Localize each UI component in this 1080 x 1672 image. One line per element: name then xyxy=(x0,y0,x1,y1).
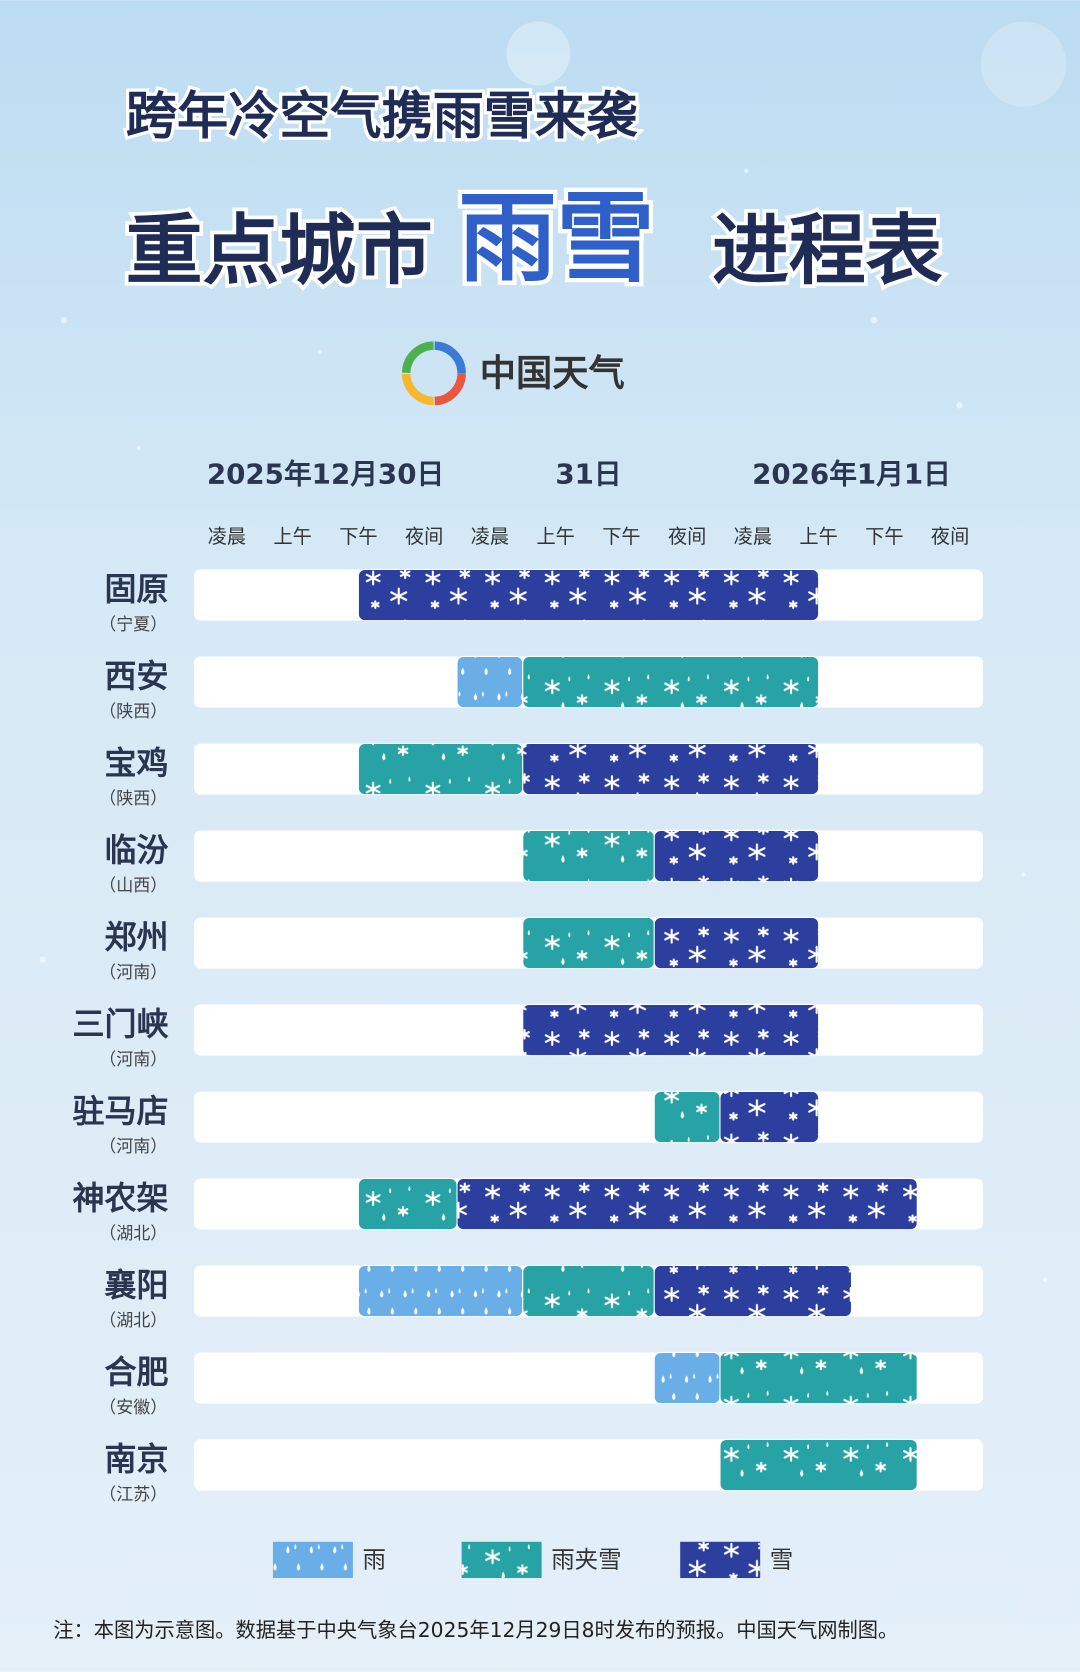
segment xyxy=(653,1264,853,1318)
segment xyxy=(357,1264,524,1318)
legend-label: 雪 xyxy=(770,1545,793,1573)
period-label: 上午 xyxy=(536,525,574,548)
segment xyxy=(522,1264,655,1318)
segment xyxy=(653,829,820,883)
segment xyxy=(522,829,655,883)
period-label: 下午 xyxy=(865,525,903,548)
city-label: 宝鸡 xyxy=(104,744,168,782)
province-label: （陕西） xyxy=(99,789,167,809)
period-label: 上午 xyxy=(273,525,311,548)
segment xyxy=(719,1090,820,1144)
logo xyxy=(401,341,466,406)
legend-texture xyxy=(680,1541,761,1579)
segment-texture xyxy=(654,1091,721,1143)
province-label: （河南） xyxy=(99,963,167,983)
segment xyxy=(522,1003,820,1057)
city-label: 西安 xyxy=(104,657,168,695)
period-label: 凌晨 xyxy=(734,525,772,548)
city-label: 合肥 xyxy=(104,1353,168,1391)
date-label: 2026年1月1日 xyxy=(752,458,951,491)
segment-texture xyxy=(522,1265,655,1317)
segment-texture xyxy=(358,1265,523,1317)
city-label: 临汾 xyxy=(104,831,168,869)
segment xyxy=(357,1177,458,1231)
period-label: 下午 xyxy=(602,525,640,548)
city-label: 襄阳 xyxy=(104,1266,168,1304)
segment xyxy=(522,916,655,970)
province-label: （湖北） xyxy=(99,1224,167,1244)
legend-texture xyxy=(272,1541,353,1579)
segment xyxy=(357,568,820,622)
segment-texture xyxy=(522,743,819,795)
segment xyxy=(719,1351,918,1405)
legend-label: 雨 xyxy=(362,1545,385,1573)
province-label: （安徽） xyxy=(99,1398,167,1418)
legend-texture xyxy=(461,1541,542,1579)
segment xyxy=(653,1090,721,1144)
city-label: 南京 xyxy=(104,1440,168,1478)
title: 跨年冷空气携雨雪来袭 xyxy=(126,88,638,147)
segment-texture xyxy=(522,917,655,969)
city-label: 固原 xyxy=(104,570,168,608)
period-label: 凌晨 xyxy=(208,525,246,548)
segment-texture xyxy=(654,830,819,882)
segment-texture xyxy=(457,1178,918,1230)
segment-texture xyxy=(522,830,655,882)
subtitle-highlight: 雨雪 xyxy=(458,182,654,296)
province-label: （宁夏） xyxy=(99,615,167,635)
province-label: （江苏） xyxy=(99,1485,167,1505)
period-label: 夜间 xyxy=(405,525,443,548)
segment-texture xyxy=(654,1265,852,1317)
segment-texture xyxy=(720,1091,819,1143)
province-label: （河南） xyxy=(99,1137,167,1157)
subtitle: 进程表 xyxy=(712,207,943,296)
date-label: 2025年12月30日 xyxy=(207,458,444,491)
segment-texture xyxy=(654,1352,721,1404)
row-track xyxy=(194,1091,983,1143)
province-label: （陕西） xyxy=(99,702,167,722)
city-label: 三门峡 xyxy=(73,1005,169,1043)
date-label: 31日 xyxy=(555,458,621,491)
segment xyxy=(522,742,820,796)
province-label: （湖北） xyxy=(99,1311,167,1331)
segment-texture xyxy=(720,1352,918,1404)
snow-decoration xyxy=(39,21,1067,1282)
legend-label: 雨夹雪 xyxy=(551,1545,621,1573)
segment-texture xyxy=(522,656,819,708)
period-label: 上午 xyxy=(799,525,837,548)
period-label: 夜间 xyxy=(668,525,706,548)
note: 注：本图为示意图。数据基于中央气象台2025年12月29日8时发布的预报。中国天… xyxy=(53,1618,898,1642)
segment xyxy=(456,1177,918,1231)
segment xyxy=(653,916,820,970)
segment-texture xyxy=(457,656,523,708)
period-label: 凌晨 xyxy=(471,525,509,548)
subtitle: 重点城市 xyxy=(126,207,433,296)
city-label: 驻马店 xyxy=(73,1092,169,1130)
segment-texture xyxy=(654,917,819,969)
segment xyxy=(719,1438,918,1492)
segment xyxy=(653,1351,721,1405)
segment-texture xyxy=(358,1178,458,1230)
city-label: 郑州 xyxy=(104,918,168,956)
segment-texture xyxy=(358,569,819,621)
province-label: （山西） xyxy=(99,876,167,896)
segment-texture xyxy=(358,743,523,795)
province-label: （河南） xyxy=(99,1050,167,1070)
period-label: 下午 xyxy=(339,525,377,548)
brand: 中国天气 xyxy=(480,351,625,394)
segment xyxy=(456,655,524,709)
segment-texture xyxy=(522,1004,819,1056)
city-label: 神农架 xyxy=(73,1179,169,1217)
segment xyxy=(522,655,820,709)
segment-texture xyxy=(720,1439,918,1491)
segment xyxy=(357,742,524,796)
period-label: 夜间 xyxy=(931,525,969,548)
